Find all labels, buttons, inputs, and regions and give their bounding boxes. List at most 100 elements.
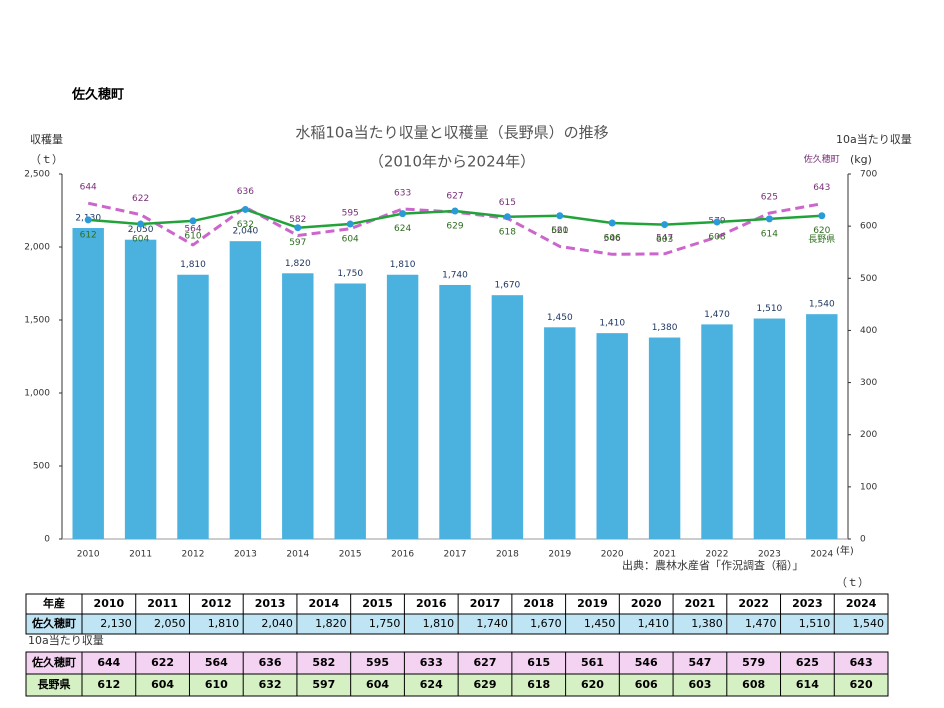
- bar-value-label: 1,450: [547, 313, 573, 323]
- line-value-label: 582: [289, 215, 306, 225]
- table-cell: 1,750: [369, 617, 401, 630]
- table-cell: 615: [527, 656, 550, 669]
- bar-value-label: 2,050: [128, 225, 154, 235]
- y2-axis-label: 10a当たり収量: [836, 132, 912, 146]
- x-tick-label: 2010: [77, 550, 100, 560]
- bar: [544, 327, 576, 539]
- table-cell: 2014: [308, 597, 339, 610]
- line-value-label: 604: [342, 235, 359, 245]
- bar-value-label: 1,810: [390, 260, 416, 270]
- bar: [229, 241, 262, 539]
- bar: [439, 284, 471, 539]
- bar: [72, 228, 104, 539]
- table-cell: 614: [796, 678, 819, 691]
- line-value-label: 561: [551, 226, 568, 236]
- table-row-label: 佐久穂町: [31, 616, 76, 630]
- line-value-label: 627: [446, 192, 463, 202]
- table-section-label: 10a当たり収量: [28, 633, 104, 647]
- table-cell: 564: [205, 656, 228, 669]
- y2-tick-label: 500: [860, 274, 877, 284]
- bar: [491, 295, 524, 539]
- bar-value-label: 1,810: [180, 260, 206, 270]
- bar-value-label: 1,470: [704, 310, 730, 320]
- table-cell: 1,450: [584, 617, 616, 630]
- bar: [124, 239, 157, 539]
- x-tick-label: 2022: [706, 550, 729, 560]
- line-marker: [189, 217, 197, 225]
- bar: [753, 318, 786, 539]
- line-value-label: 618: [499, 227, 516, 237]
- y2-tick-label: 300: [860, 378, 877, 388]
- bar-value-label: 1,820: [285, 259, 311, 269]
- line-value-label: 643: [813, 183, 830, 193]
- table-cell: 633: [420, 656, 443, 669]
- x-tick-label: 2021: [653, 550, 676, 560]
- line-value-label: 620: [551, 226, 568, 236]
- line-value-label: 632: [237, 220, 254, 230]
- bar-value-label: 1,410: [599, 319, 625, 329]
- table-cell: 1,740: [476, 617, 508, 630]
- table-cell: 608: [742, 678, 765, 691]
- table-cell: 2011: [147, 597, 178, 610]
- table-cell: 2013: [255, 597, 286, 610]
- y2-tick-label: 600: [860, 222, 877, 232]
- table-cell: 636: [259, 656, 282, 669]
- table-cell: 2024: [846, 597, 877, 610]
- x-tick-label: 2015: [339, 550, 362, 560]
- table-cell: 2010: [94, 597, 125, 610]
- line-value-label: 608: [708, 232, 725, 242]
- table-cell: 2015: [362, 597, 393, 610]
- line-value-label: 636: [237, 187, 254, 197]
- bar-value-label: 1,510: [757, 304, 783, 314]
- table-cell: 622: [151, 656, 174, 669]
- x-tick-label: 2012: [182, 550, 205, 560]
- line-value-label: 622: [132, 194, 149, 204]
- line-value-label: 644: [80, 183, 97, 193]
- y2-tick-label: 200: [860, 430, 877, 440]
- table-cell: 2021: [685, 597, 716, 610]
- table-cell: 624: [420, 678, 443, 691]
- table-cell: 2017: [470, 597, 501, 610]
- table-cell: 610: [205, 678, 228, 691]
- line-marker: [503, 213, 511, 221]
- line-marker: [84, 216, 92, 224]
- line-marker: [451, 207, 459, 215]
- line-marker: [137, 220, 145, 228]
- x-tick-label: 2011: [129, 550, 152, 560]
- y-axis-unit: （ｔ）: [30, 153, 63, 166]
- line-marker: [346, 220, 354, 228]
- table-cell: 612: [97, 678, 120, 691]
- y2-tick-label: 100: [860, 482, 877, 492]
- line-value-label: 604: [132, 235, 149, 245]
- line-value-label: 610: [184, 231, 201, 241]
- table-cell: 606: [635, 678, 658, 691]
- line-marker: [765, 215, 773, 223]
- line-marker: [294, 224, 302, 232]
- bar-value-label: 1,670: [495, 281, 521, 291]
- x-tick-label: 2023: [758, 550, 781, 560]
- y2-tick-label: 0: [860, 535, 866, 545]
- table-cell: 644: [97, 656, 120, 669]
- table-cell: 546: [635, 656, 658, 669]
- line-value-label: 615: [499, 198, 516, 208]
- bar: [177, 274, 209, 539]
- table-cell: 2020: [631, 597, 662, 610]
- line-value-label: 633: [394, 188, 411, 198]
- line-value-label: 603: [656, 235, 673, 245]
- line-value-label: 614: [761, 229, 778, 239]
- y-tick-label: 2,000: [24, 243, 50, 253]
- table-row-label: 佐久穂町: [31, 655, 76, 669]
- table-cell: 1,380: [691, 617, 723, 630]
- line-value-label: 547: [656, 233, 673, 243]
- line-value-label: 625: [761, 193, 778, 203]
- table-cell: 618: [527, 678, 550, 691]
- table-cell: 2012: [201, 597, 232, 610]
- table-cell: 1,540: [853, 617, 885, 630]
- table-cell: 1,510: [799, 617, 831, 630]
- bar: [701, 324, 733, 539]
- table-cell: 1,410: [638, 617, 670, 630]
- line-value-label: 624: [394, 224, 411, 234]
- table-cell: 2019: [577, 597, 608, 610]
- chart-title: 水稲10a当たり収量と収穫量（長野県）の推移: [295, 124, 608, 142]
